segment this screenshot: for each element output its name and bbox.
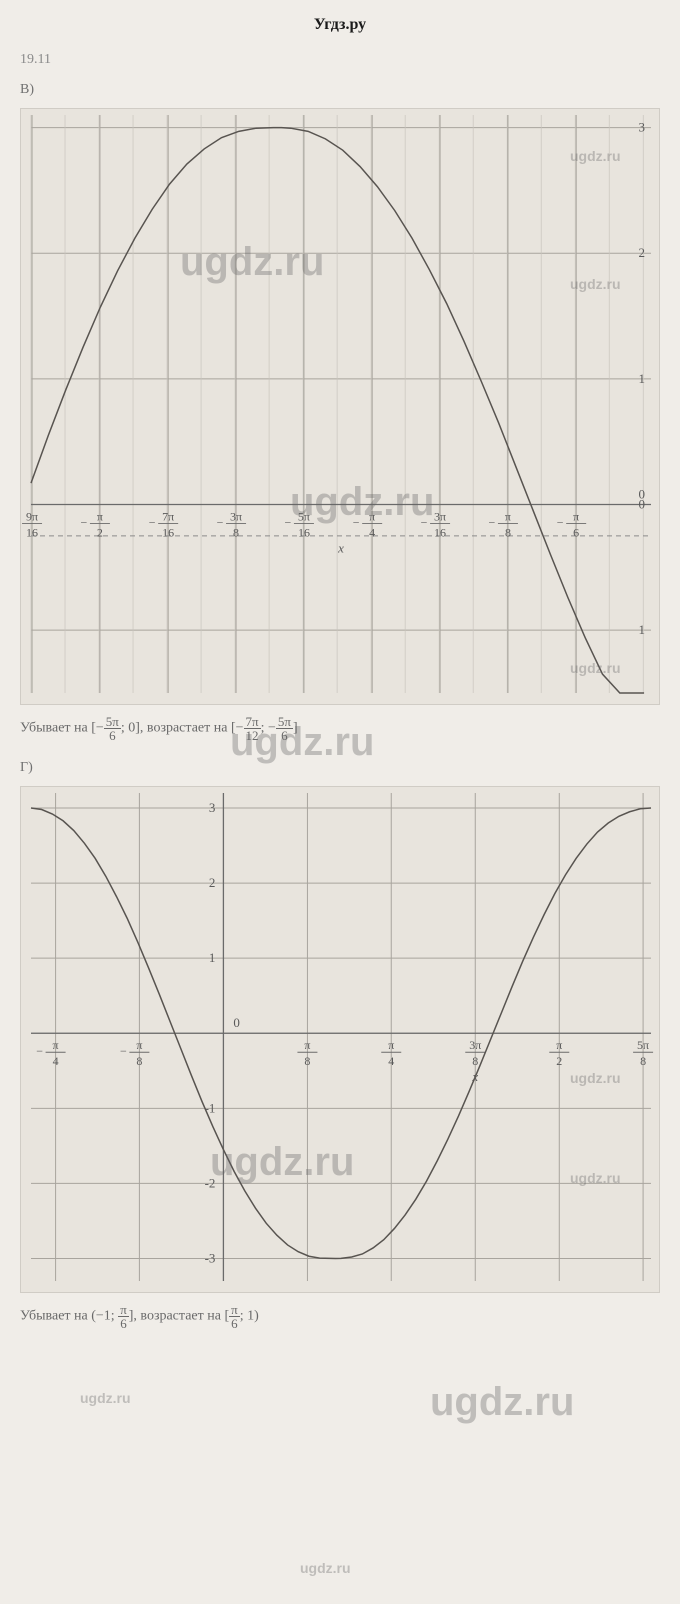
svg-text:-3: -3 [205, 1250, 216, 1265]
svg-text:0: 0 [233, 1015, 240, 1030]
svg-text:5π: 5π [637, 1038, 649, 1052]
watermark: ugdz.ru [80, 1390, 131, 1406]
svg-text:16: 16 [26, 526, 38, 540]
part-label-g: Г) [20, 760, 660, 776]
svg-text:3: 3 [209, 800, 216, 815]
svg-text:3π: 3π [230, 510, 242, 524]
svg-text:π: π [388, 1038, 394, 1052]
svg-text:8: 8 [472, 1054, 478, 1068]
svg-text:8: 8 [505, 526, 511, 540]
svg-text:0: 0 [639, 487, 646, 502]
svg-text:2: 2 [97, 526, 103, 540]
svg-text:1: 1 [209, 950, 216, 965]
svg-text:9π: 9π [26, 510, 38, 524]
svg-text:−: − [217, 516, 224, 530]
svg-text:π: π [573, 510, 579, 524]
chart-v: 10123−9π16−π2−7π16−3π8−5π16−π4−3π16−π8−π… [20, 108, 660, 705]
svg-text:16: 16 [162, 526, 174, 540]
svg-text:2: 2 [556, 1054, 562, 1068]
svg-text:π: π [97, 510, 103, 524]
caption-v: Убывает на [−5π6; 0], возрастает на [−7π… [20, 715, 660, 742]
svg-text:8: 8 [136, 1054, 142, 1068]
svg-text:16: 16 [434, 526, 446, 540]
svg-text:−: − [36, 1044, 43, 1058]
svg-text:3π: 3π [469, 1038, 481, 1052]
svg-text:π: π [369, 510, 375, 524]
svg-text:7π: 7π [162, 510, 174, 524]
watermark: ugdz.ru [300, 1560, 351, 1576]
svg-text:π: π [304, 1038, 310, 1052]
svg-text:−: − [489, 516, 496, 530]
site-header: Угдз.ру [20, 10, 660, 48]
svg-text:3: 3 [639, 120, 646, 135]
svg-text:−: − [421, 516, 428, 530]
svg-text:4: 4 [369, 526, 375, 540]
chart-g: -3-2-1123−π4−π8π8π43π8π25π80x [20, 786, 660, 1293]
svg-text:−: − [120, 1044, 127, 1058]
svg-text:π: π [556, 1038, 562, 1052]
problem-number: 19.11 [20, 52, 660, 68]
svg-text:16: 16 [298, 526, 310, 540]
watermark: ugdz.ru [430, 1380, 574, 1425]
svg-text:8: 8 [304, 1054, 310, 1068]
caption-g: Убывает на (−1; π6], возрастает на [π6; … [20, 1303, 660, 1330]
svg-text:π: π [505, 510, 511, 524]
part-label-v: В) [20, 82, 660, 98]
svg-text:π: π [53, 1038, 59, 1052]
svg-text:1: 1 [639, 622, 646, 637]
svg-text:4: 4 [53, 1054, 59, 1068]
svg-text:−: − [149, 516, 156, 530]
svg-text:2: 2 [209, 875, 216, 890]
svg-text:5π: 5π [298, 510, 310, 524]
svg-text:-2: -2 [205, 1175, 216, 1190]
svg-text:−: − [81, 516, 88, 530]
svg-text:−: − [353, 516, 360, 530]
svg-text:π: π [136, 1038, 142, 1052]
svg-text:1: 1 [639, 371, 646, 386]
svg-text:x: x [337, 541, 344, 556]
svg-text:−: − [557, 516, 564, 530]
svg-text:4: 4 [388, 1054, 394, 1068]
svg-text:3π: 3π [434, 510, 446, 524]
svg-text:−: − [285, 516, 292, 530]
svg-text:2: 2 [639, 245, 646, 260]
svg-text:8: 8 [233, 526, 239, 540]
svg-text:8: 8 [640, 1054, 646, 1068]
svg-text:6: 6 [573, 526, 579, 540]
